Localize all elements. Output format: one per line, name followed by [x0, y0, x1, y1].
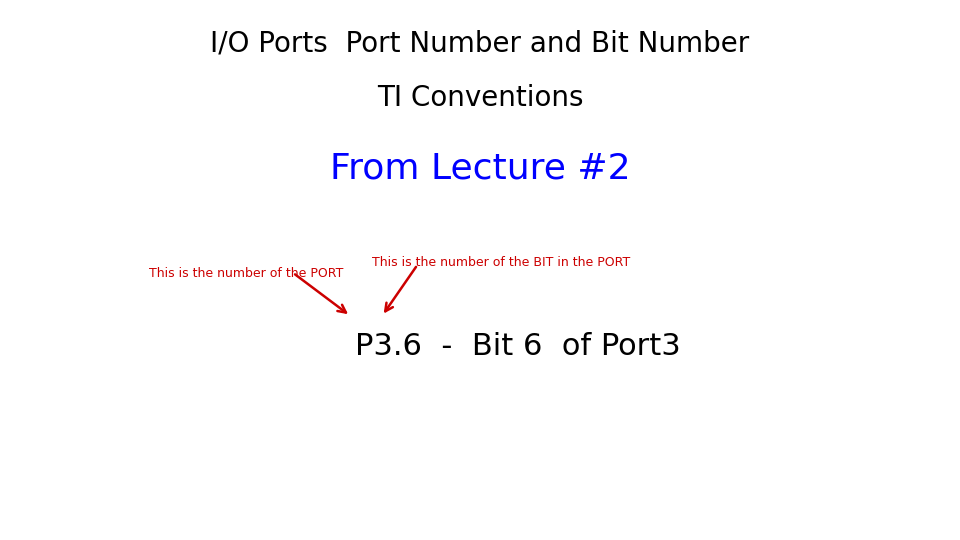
Text: This is the number of the BIT in the PORT: This is the number of the BIT in the POR…	[372, 256, 631, 269]
Text: I/O Ports  Port Number and Bit Number: I/O Ports Port Number and Bit Number	[210, 30, 750, 58]
Text: This is the number of the PORT: This is the number of the PORT	[149, 267, 343, 280]
Text: TI Conventions: TI Conventions	[376, 84, 584, 112]
Text: From Lecture #2: From Lecture #2	[329, 151, 631, 185]
Text: P3.6  -  Bit 6  of Port3: P3.6 - Bit 6 of Port3	[355, 332, 681, 361]
